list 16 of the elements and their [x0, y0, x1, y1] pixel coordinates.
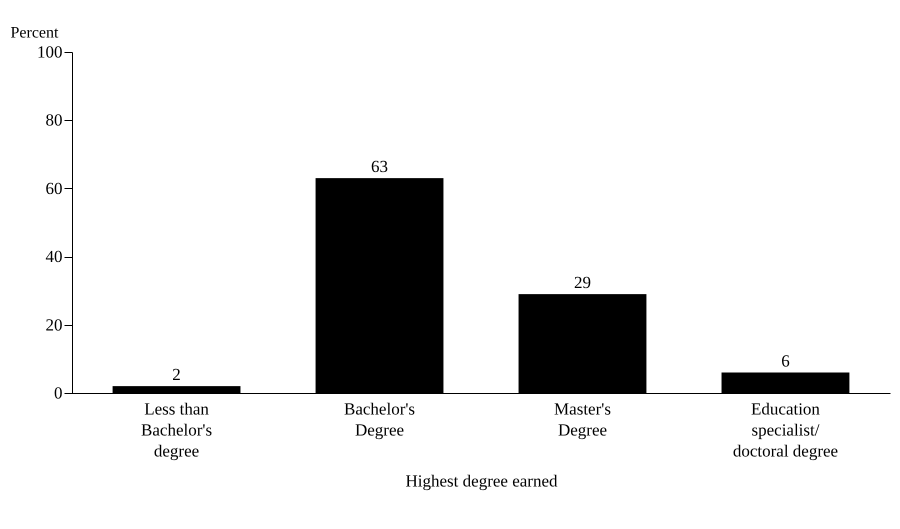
x-axis-title: Highest degree earned [406, 472, 558, 490]
x-tick-label: Master's Degree [554, 400, 611, 440]
y-tick-label: 60 [46, 178, 62, 198]
data-label: 63 [371, 157, 388, 176]
data-label: 2 [172, 365, 181, 384]
data-label: 6 [781, 352, 790, 371]
y-tick-label: 20 [46, 315, 62, 334]
y-tick-label: 40 [46, 247, 62, 266]
y-tick-label: 80 [46, 110, 62, 130]
data-label: 29 [574, 273, 591, 292]
x-tick-label: Education specialist/ doctoral degree [732, 400, 838, 460]
y-tick-label: 0 [54, 384, 62, 402]
x-tick-label: Less than Bachelor's degree [141, 400, 212, 460]
y-axis-title: Percent [10, 24, 60, 42]
y-tick-label: 100 [37, 42, 62, 62]
x-tick-label: Bachelor's Degree [344, 400, 416, 440]
